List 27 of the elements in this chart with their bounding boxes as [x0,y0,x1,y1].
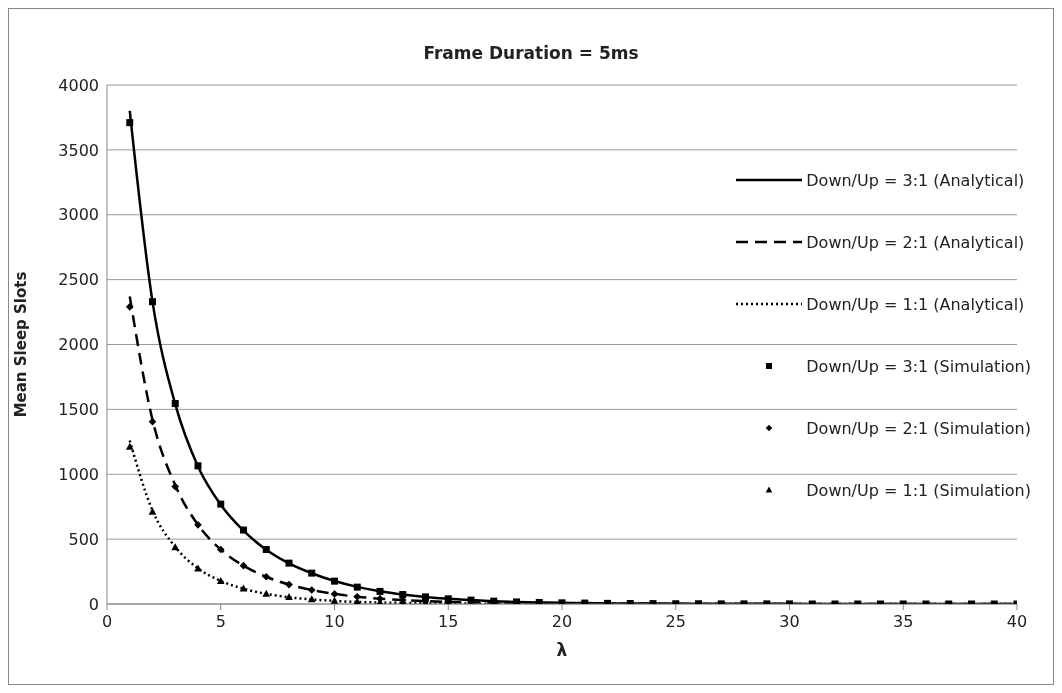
x-tick-label: 15 [438,612,459,632]
x-tick-label: 35 [893,612,914,632]
legend-label: Down/Up = 1:1 (Simulation) [806,480,1031,500]
y-tick-label: 2000 [58,335,99,355]
x-tick-label: 20 [551,612,573,632]
y-axis-title: Mean Sleep Slots [12,271,31,418]
y-tick-label: 0 [88,594,99,614]
y-tick-label: 1500 [58,400,99,420]
legend-label: Down/Up = 2:1 (Analytical) [806,232,1025,252]
legend-label: Down/Up = 2:1 (Simulation) [806,418,1031,438]
x-axis-title: λ [556,640,568,660]
y-tick-label: 3000 [58,205,99,225]
legend-label: Down/Up = 1:1 (Analytical) [806,294,1025,314]
x-tick-label: 25 [665,612,686,632]
x-tick-label: 5 [215,612,226,632]
x-tick-label: 40 [1006,612,1028,632]
y-tick-label: 1000 [58,464,99,484]
y-tick-label: 4000 [58,75,99,95]
x-tick-label: 0 [101,612,113,632]
legend-label: Down/Up = 3:1 (Analytical) [806,170,1025,190]
y-tick-label: 500 [68,529,99,549]
x-tick-label: 10 [324,612,345,632]
chart-title: Frame Duration = 5ms [422,43,640,63]
y-tick-label: 3500 [58,140,99,160]
y-tick-label: 2500 [58,270,99,290]
legend-label: Down/Up = 3:1 (Simulation) [806,356,1031,376]
x-tick-label: 30 [779,612,800,632]
